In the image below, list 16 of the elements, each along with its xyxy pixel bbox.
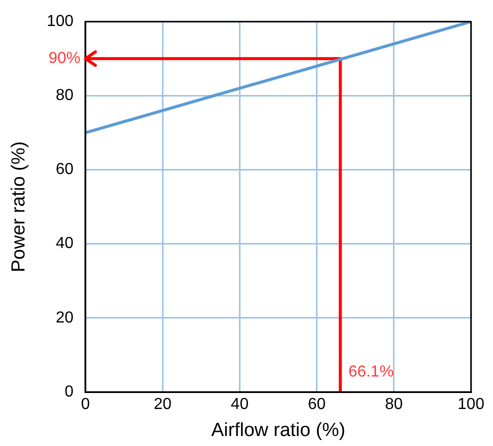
annotation: 66.1%: [348, 363, 394, 380]
y-tick-label: 20: [56, 309, 74, 326]
y-tick-label: 100: [46, 13, 74, 30]
x-tick-label: 60: [308, 396, 326, 414]
y-tick-label: 60: [56, 161, 74, 178]
y-tick-label: 40: [56, 235, 74, 252]
x-tick-label: 100: [458, 396, 484, 414]
x-tick-label: 80: [385, 396, 403, 414]
annotation: 90%: [48, 50, 80, 68]
x-axis-title: Airflow ratio (%): [211, 420, 346, 441]
x-tick-label: 0: [81, 396, 90, 414]
y-axis-title: Power ratio (%): [8, 141, 30, 272]
x-tick-label: 40: [230, 396, 249, 414]
x-tick-label: 20: [154, 396, 172, 414]
y-tick-label: 0: [64, 383, 74, 400]
y-tick-label: 80: [56, 87, 74, 104]
